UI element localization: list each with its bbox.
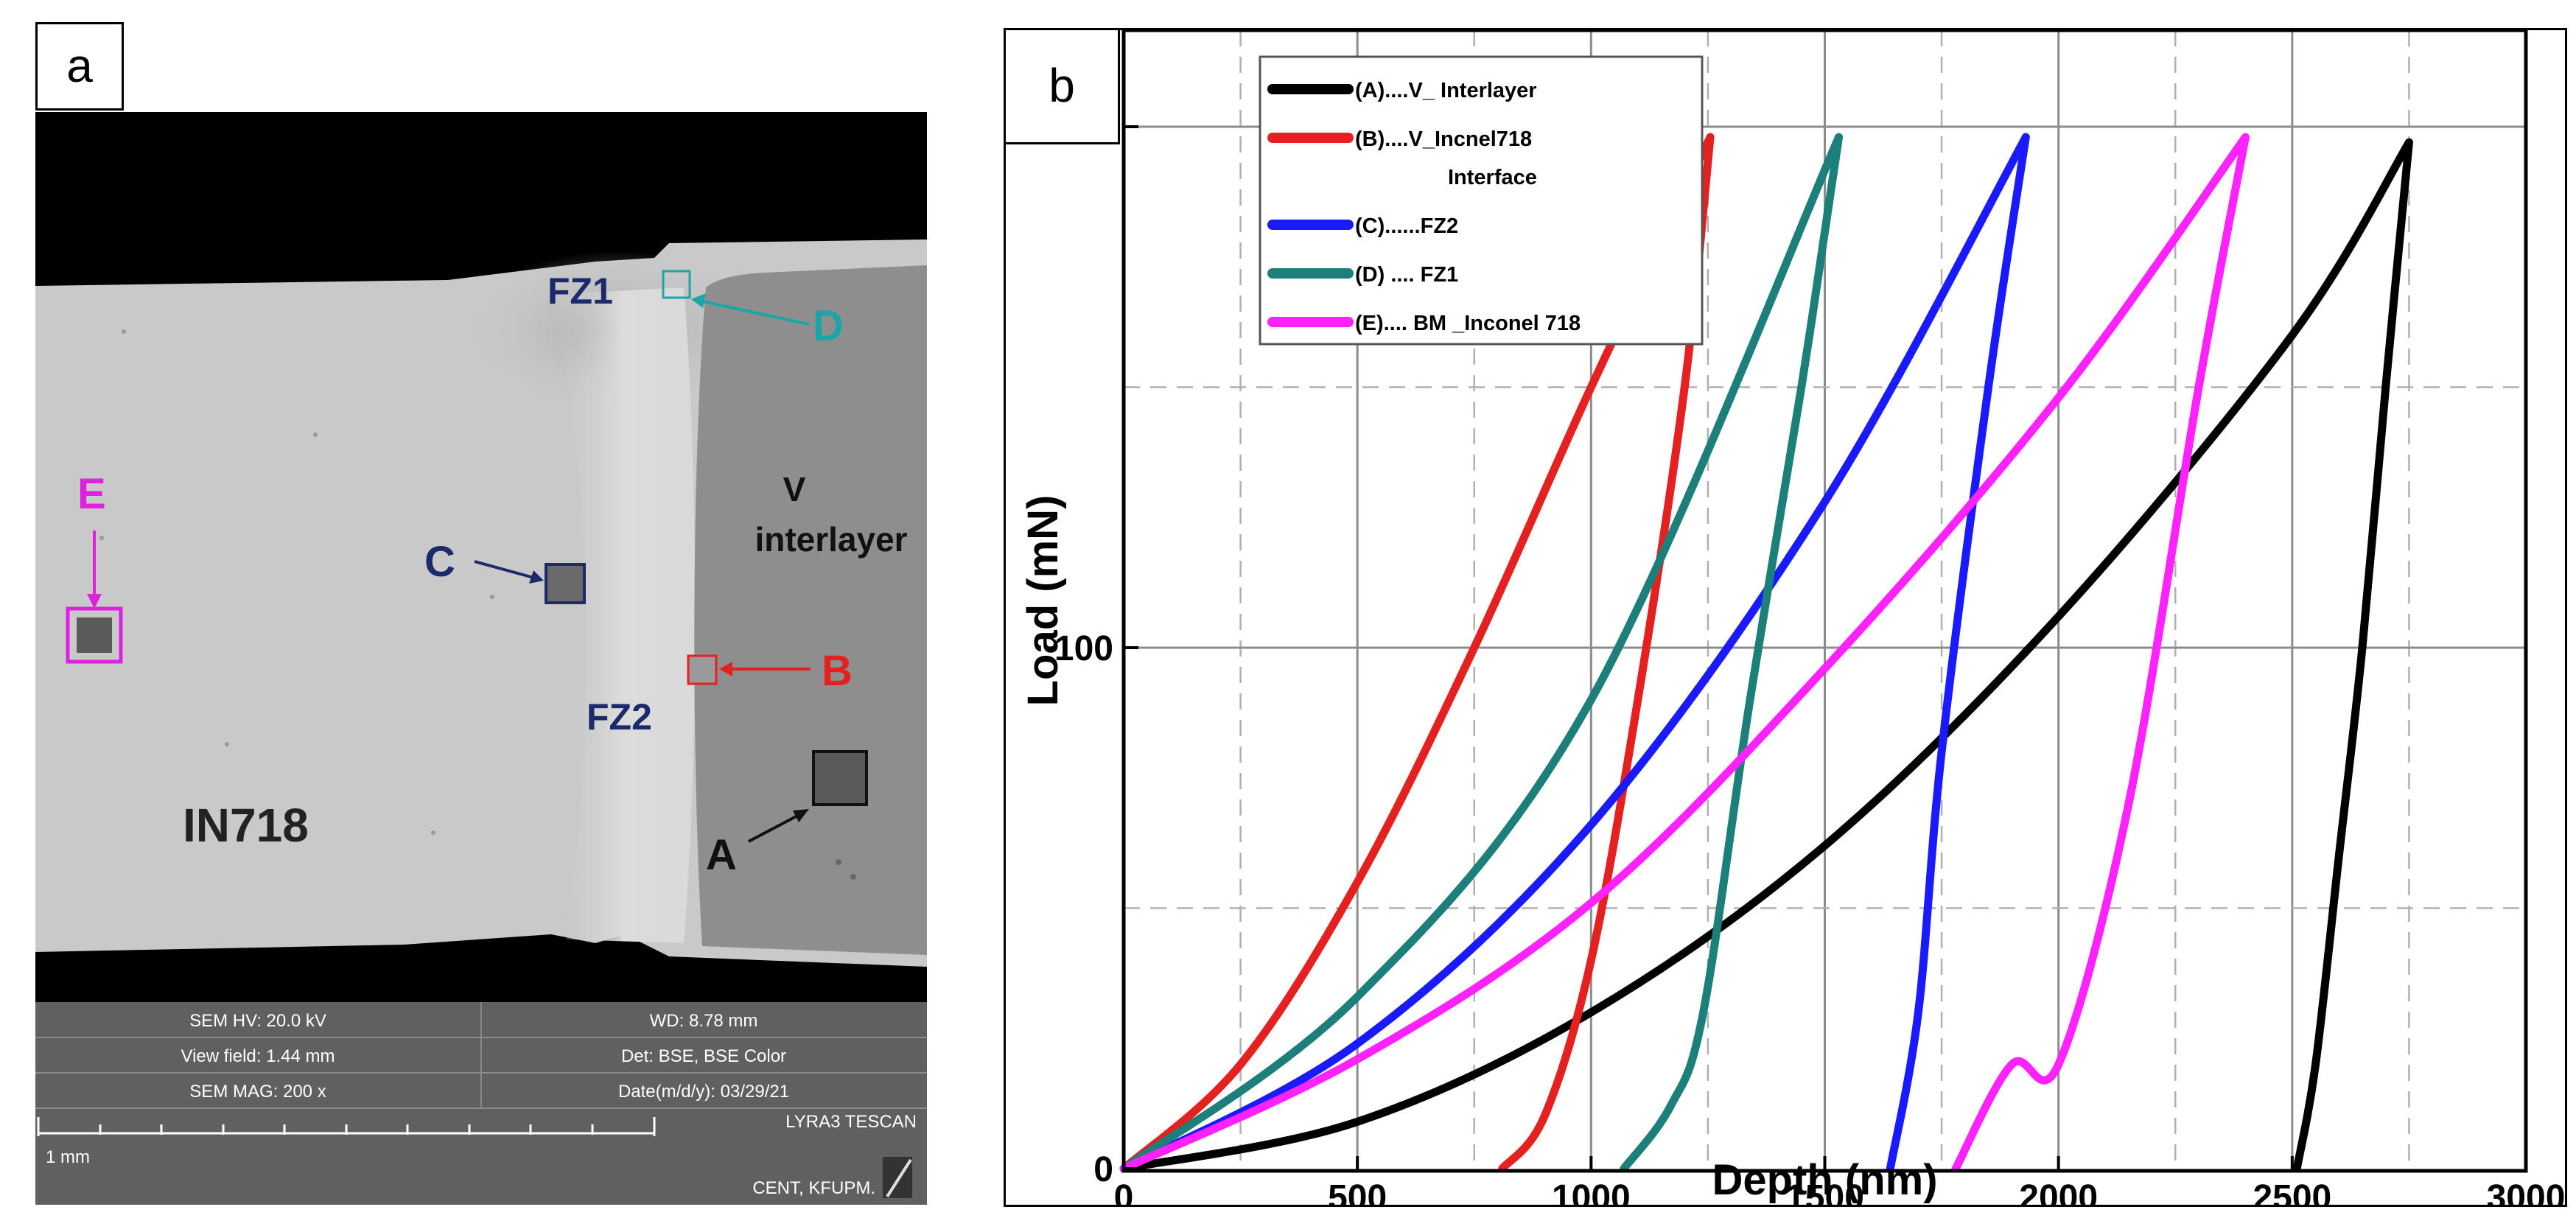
series-loading-curve-4 bbox=[1119, 133, 2250, 1173]
y-tick-label: 0 bbox=[1093, 1150, 1113, 1189]
series-unloading-curve-4 bbox=[1951, 133, 2250, 1173]
legend-label-0: (A)....V_ Interlayer bbox=[1355, 79, 1537, 102]
label-e: E bbox=[77, 470, 106, 518]
label-fz2: FZ2 bbox=[587, 696, 652, 738]
series-unloading-curve-0 bbox=[2292, 138, 2413, 1173]
info-date: Date(m/d/y): 03/29/21 bbox=[618, 1082, 789, 1102]
panel-a-tag: a bbox=[35, 22, 124, 111]
series-loading-curve-2 bbox=[1119, 133, 2030, 1173]
info-hv: SEM HV: 20.0 kV bbox=[189, 1011, 326, 1031]
indent-b bbox=[687, 654, 811, 685]
v-interlayer-region bbox=[694, 265, 927, 955]
legend-label-1: (B)....V_Incnel718 bbox=[1355, 127, 1532, 151]
panel-b: 0500100015002000250030000100200 Depth (n… bbox=[1004, 28, 2567, 1217]
scale-bar bbox=[37, 1117, 656, 1136]
legend-label-1-cont: Interface bbox=[1448, 166, 1537, 189]
y-axis-label: Load (mN) bbox=[1019, 495, 1067, 707]
sem-info-bar: SEM HV: 20.0 kV View field: 1.44 mm SEM … bbox=[35, 1002, 927, 1205]
x-tick-label: 2000 bbox=[2019, 1178, 2098, 1205]
indent-e bbox=[66, 531, 123, 664]
label-fz1: FZ1 bbox=[547, 270, 613, 312]
legend: (A)....V_ Interlayer (B)....V_Incnel718 In… bbox=[1259, 55, 1704, 346]
info-view-field: View field: 1.44 mm bbox=[181, 1046, 335, 1066]
panel-a: FZ1 D E C V interlayer B FZ2 IN718 A SEM… bbox=[35, 22, 927, 1205]
info-wd: WD: 8.78 mm bbox=[650, 1011, 758, 1031]
label-d: D bbox=[813, 302, 844, 350]
panel-b-tag: b bbox=[1004, 28, 1120, 144]
load-depth-chart: 0500100015002000250030000100200 Depth (n… bbox=[1019, 28, 2565, 1217]
y-tick-label: 100 bbox=[1054, 629, 1113, 668]
series-loading-curve-3 bbox=[1119, 133, 1844, 1173]
legend-label-4: (E).... BM _Inconel 718 bbox=[1355, 312, 1581, 335]
x-tick-label: 500 bbox=[1328, 1178, 1387, 1205]
indent-d bbox=[662, 270, 810, 326]
info-det: Det: BSE, BSE Color bbox=[621, 1046, 786, 1066]
label-interlayer: interlayer bbox=[755, 520, 907, 559]
scale-label: 1 mm bbox=[46, 1147, 90, 1167]
indent-c bbox=[474, 560, 586, 604]
series-loading-curve-0 bbox=[1119, 138, 2413, 1173]
sem-image: FZ1 D E C V interlayer B FZ2 IN718 A SEM… bbox=[35, 112, 927, 1205]
label-in718: IN718 bbox=[183, 799, 309, 852]
legend-box bbox=[1259, 55, 1704, 346]
x-tick-label: 0 bbox=[1114, 1178, 1134, 1205]
x-axis-label: Depth (nm) bbox=[1712, 1156, 1937, 1204]
label-c: C bbox=[424, 538, 455, 586]
fz2-band bbox=[551, 287, 695, 943]
label-a: A bbox=[706, 831, 737, 879]
x-tick-label: 2500 bbox=[2253, 1178, 2331, 1205]
legend-label-2: (C)......FZ2 bbox=[1355, 214, 1458, 238]
x-tick-label: 1000 bbox=[1552, 1178, 1631, 1205]
info-mag: SEM MAG: 200 x bbox=[189, 1082, 326, 1102]
institution-label: CENT, KFUPM. bbox=[752, 1178, 875, 1198]
legend-label-3: (D) .... FZ1 bbox=[1355, 263, 1458, 287]
series-unloading-curve-2 bbox=[1886, 133, 2030, 1173]
brand-label: LYRA3 TESCAN bbox=[785, 1112, 917, 1132]
label-b: B bbox=[822, 647, 853, 695]
label-v: V bbox=[783, 470, 806, 508]
series-unloading-curve-3 bbox=[1620, 133, 1844, 1173]
x-tick-label: 3000 bbox=[2487, 1178, 2565, 1205]
indent-a bbox=[748, 750, 868, 843]
